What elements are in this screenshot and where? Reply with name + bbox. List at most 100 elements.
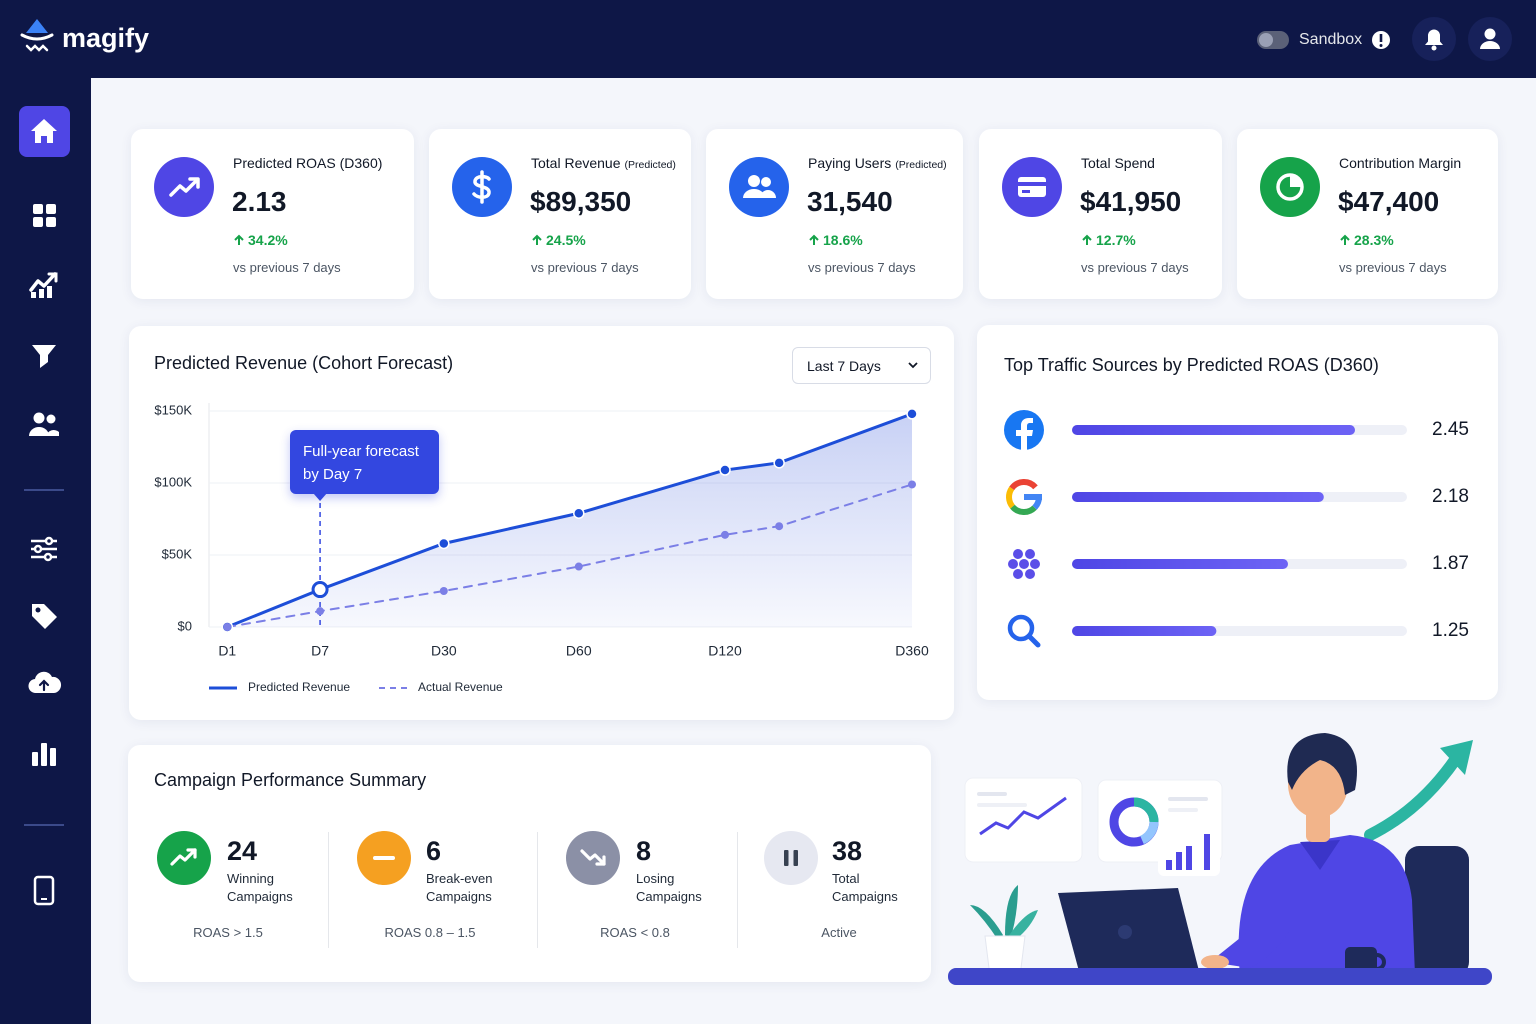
header-icon-part xyxy=(25,44,49,52)
campaign-icon-part xyxy=(373,856,395,860)
data-point xyxy=(574,562,583,571)
campaign-label: Winning Campaigns xyxy=(227,871,293,904)
sidebar-icon-part xyxy=(38,679,50,692)
illustration-part xyxy=(1204,834,1210,870)
revenue-chart: $0 $50K $100K $150K D1 D7 D30 D60 D120 D360 Predic… xyxy=(154,402,929,694)
data-point xyxy=(438,537,450,550)
header-icon-part xyxy=(26,19,48,33)
y-tick-label: $150K xyxy=(154,402,192,417)
bar xyxy=(1072,492,1324,502)
sidebar-icon-part xyxy=(33,204,43,214)
nav-home[interactable] xyxy=(19,106,70,157)
nav-analytics[interactable] xyxy=(29,272,58,298)
up-arrow-shape xyxy=(1082,234,1092,245)
nav-mobile[interactable] xyxy=(33,875,55,906)
search-icon xyxy=(1007,614,1035,642)
kpi-title: Total Revenue (Predicted) xyxy=(531,154,676,174)
illustration-part xyxy=(1405,846,1469,976)
nav-tags[interactable] xyxy=(32,604,57,629)
illustration-part xyxy=(1176,852,1182,870)
sidebar xyxy=(19,106,70,906)
divider xyxy=(537,832,538,948)
period-select[interactable]: Last 7 Days xyxy=(792,347,931,384)
revenue-title: Predicted Revenue (Cohort Forecast) xyxy=(154,353,454,373)
nav-users[interactable] xyxy=(29,412,59,437)
bar-value-label: 2.18 xyxy=(1432,486,1469,507)
header-icon-part xyxy=(1379,44,1383,47)
network-icon xyxy=(1025,549,1035,559)
profile-button[interactable] xyxy=(1468,17,1512,61)
google-icon xyxy=(1010,504,1037,515)
header-icon-part xyxy=(1484,28,1496,40)
brand: magify xyxy=(62,23,150,53)
campaign-value: 24 xyxy=(227,836,258,866)
bar xyxy=(1072,559,1289,569)
sidebar-icon-part xyxy=(33,217,43,227)
campaign-icon-part xyxy=(784,850,789,866)
illustration-part xyxy=(1008,910,1038,942)
campaign-value: 38 xyxy=(832,836,863,866)
campaign-icon-part xyxy=(186,848,197,859)
illustration-part xyxy=(1440,740,1473,775)
campaign-note: ROAS < 0.8 xyxy=(600,925,670,940)
illustration-part xyxy=(1005,885,1018,940)
kpi-note: vs previous 7 days xyxy=(531,260,639,275)
kpi-card: Predicted ROAS (D360) 2.13 34.2% vs previou… xyxy=(131,129,414,299)
nav-upload[interactable] xyxy=(28,671,62,694)
sidebar-icon-part xyxy=(50,748,56,766)
data-point xyxy=(316,607,325,616)
y-tick-label: $0 xyxy=(178,618,192,633)
illustration-part xyxy=(1210,930,1290,968)
kpi-icon-part xyxy=(1290,174,1303,187)
illustration-part xyxy=(1118,925,1132,939)
data-point xyxy=(908,480,916,489)
notifications-button[interactable] xyxy=(1412,17,1456,61)
up-arrow-shape xyxy=(532,234,542,245)
illustration-part xyxy=(948,968,1492,985)
kpi-change: 24.5% xyxy=(531,231,586,249)
nav-settings[interactable] xyxy=(31,536,57,562)
data-point xyxy=(573,507,585,519)
nav-apps[interactable] xyxy=(33,204,56,227)
sidebar-icon-part xyxy=(33,412,45,424)
kpi-change: 28.3% xyxy=(1339,231,1394,249)
nav-reports[interactable] xyxy=(32,743,56,766)
kpi-value: $41,950 xyxy=(1080,186,1182,217)
header-icon-part xyxy=(1480,41,1500,49)
illustration-part xyxy=(1300,840,1340,870)
kpi-value: 31,540 xyxy=(807,186,893,217)
revenue-card: Predicted Revenue (Cohort Forecast) Last… xyxy=(129,326,954,720)
illustration xyxy=(948,733,1492,985)
header-icon-part xyxy=(20,33,54,41)
illustration-part xyxy=(977,792,1007,796)
header-icon-part xyxy=(1425,29,1443,45)
traffic-chart: 2.45 2.18 1.87 1.25 xyxy=(1004,410,1469,648)
network-icon xyxy=(1030,559,1040,569)
kpi-title-text: Total Revenue xyxy=(531,155,621,171)
kpi-value: $89,350 xyxy=(530,186,632,217)
nav-funnel[interactable] xyxy=(32,345,56,368)
traffic-title: Top Traffic Sources by Predicted ROAS (D… xyxy=(1004,355,1379,375)
data-point xyxy=(773,457,785,469)
data-point xyxy=(721,530,730,539)
kpi-title: Contribution Margin xyxy=(1339,154,1461,172)
sidebar-icon-part xyxy=(29,427,49,436)
data-point xyxy=(719,464,731,476)
campaign-note: ROAS 0.8 – 1.5 xyxy=(384,925,476,940)
x-tick-label: D1 xyxy=(218,643,236,659)
up-arrow xyxy=(1082,234,1092,245)
kpi-icon-part xyxy=(1018,182,1046,186)
kpi-change-text: 18.6% xyxy=(823,232,863,248)
kpi-icon xyxy=(1002,157,1062,217)
sidebar-icon-part xyxy=(31,292,36,298)
sidebar-icon-part xyxy=(41,743,47,766)
network-icon xyxy=(1013,549,1023,559)
network-icon xyxy=(1025,569,1035,579)
illustration-part xyxy=(1166,860,1172,870)
kpi-title-text: Total Spend xyxy=(1081,155,1155,171)
campaign-value: 6 xyxy=(426,836,442,866)
kpi-change-text: 28.3% xyxy=(1354,232,1394,248)
illustration-part xyxy=(1186,846,1192,870)
sandbox-toggle[interactable] xyxy=(1257,31,1289,49)
